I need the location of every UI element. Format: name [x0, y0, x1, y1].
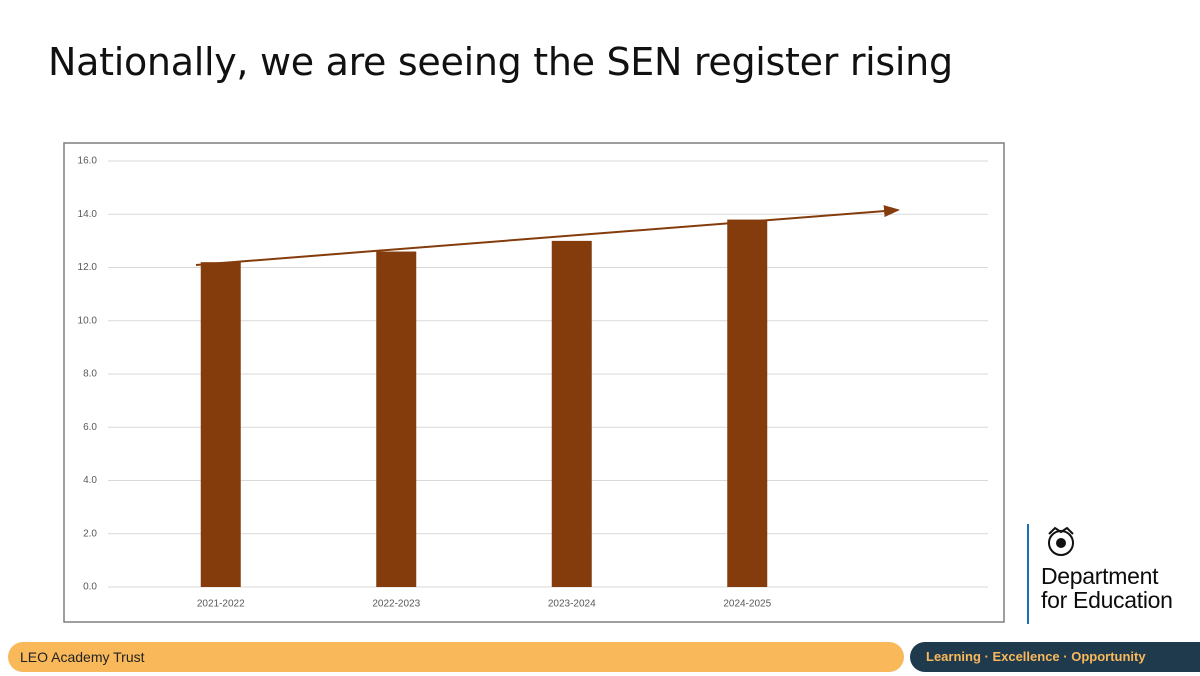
- y-tick-label: 10.0: [78, 315, 98, 326]
- bar: [727, 219, 768, 587]
- logo-text: for Education: [1041, 587, 1173, 613]
- bar: [376, 251, 417, 587]
- y-tick-label: 4.0: [83, 475, 97, 486]
- slide-title: Nationally, we are seeing the SEN regist…: [48, 40, 953, 84]
- y-tick-label: 16.0: [78, 156, 98, 167]
- x-tick-label: 2022-2023: [372, 599, 420, 610]
- y-tick-label: 2.0: [83, 528, 97, 539]
- plot-area: 0.0 2.0 4.0 6.0 8.0 10.0 12.0 14.0 16.0 2021-2022…: [78, 156, 988, 610]
- y-tick-label: 6.0: [83, 422, 97, 433]
- dfe-logo: Department for Education: [1027, 524, 1200, 624]
- trend-arrow: [195, 205, 900, 266]
- x-tick-label: 2021-2022: [197, 599, 245, 610]
- bar: [200, 262, 241, 587]
- y-tick-label: 0.0: [83, 582, 97, 593]
- crest-icon: [1048, 526, 1074, 556]
- chart: 0.0 2.0 4.0 6.0 8.0 10.0 12.0 14.0 16.0 2021-2022…: [63, 142, 1005, 623]
- y-tick-label: 8.0: [83, 369, 97, 380]
- y-tick-label: 14.0: [78, 209, 98, 220]
- footer-right: Learning · Excellence · Opportunity: [910, 642, 1200, 672]
- bar: [551, 240, 592, 587]
- x-tick-label: 2023-2024: [548, 599, 596, 610]
- footer-left: LEO Academy Trust: [8, 642, 904, 672]
- logo-text: Department: [1041, 563, 1159, 589]
- x-tick-label: 2024-2025: [723, 599, 771, 610]
- y-tick-label: 12.0: [78, 262, 98, 273]
